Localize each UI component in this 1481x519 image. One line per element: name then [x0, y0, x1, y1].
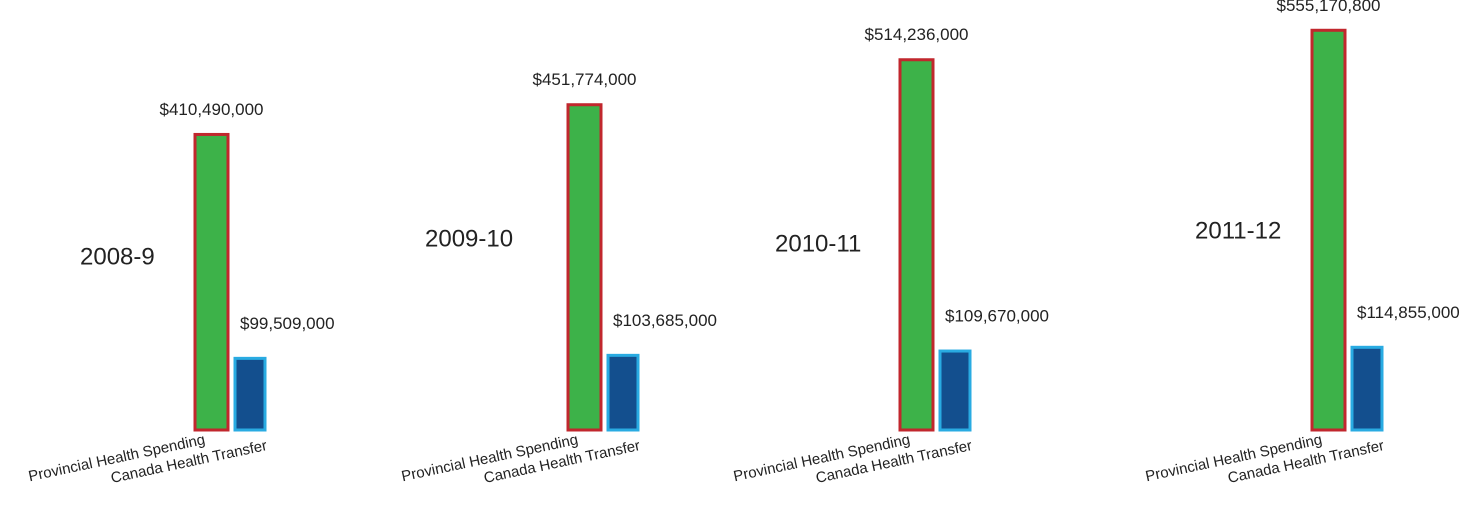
value-label: $103,685,000 — [613, 311, 717, 330]
bar — [1310, 28, 1347, 432]
value-label: $451,774,000 — [533, 70, 637, 89]
bar — [233, 356, 267, 432]
chart-title: 2010-11 — [775, 230, 861, 257]
bar — [566, 103, 603, 432]
value-label: $410,490,000 — [160, 100, 264, 119]
bar — [606, 353, 640, 432]
bar — [898, 58, 935, 432]
value-label: $114,855,000 — [1357, 303, 1460, 322]
value-label: $109,670,000 — [945, 307, 1049, 326]
chart-title: 2011-12 — [1195, 217, 1281, 244]
chart-title: 2008-9 — [80, 243, 155, 270]
value-label: $99,509,000 — [240, 314, 335, 333]
bar — [1350, 345, 1384, 432]
value-label: $555,170,800 — [1277, 0, 1381, 15]
value-label: $514,236,000 — [865, 25, 969, 44]
bar — [193, 132, 230, 432]
bar — [938, 349, 972, 432]
chart-title: 2009-10 — [425, 225, 513, 252]
